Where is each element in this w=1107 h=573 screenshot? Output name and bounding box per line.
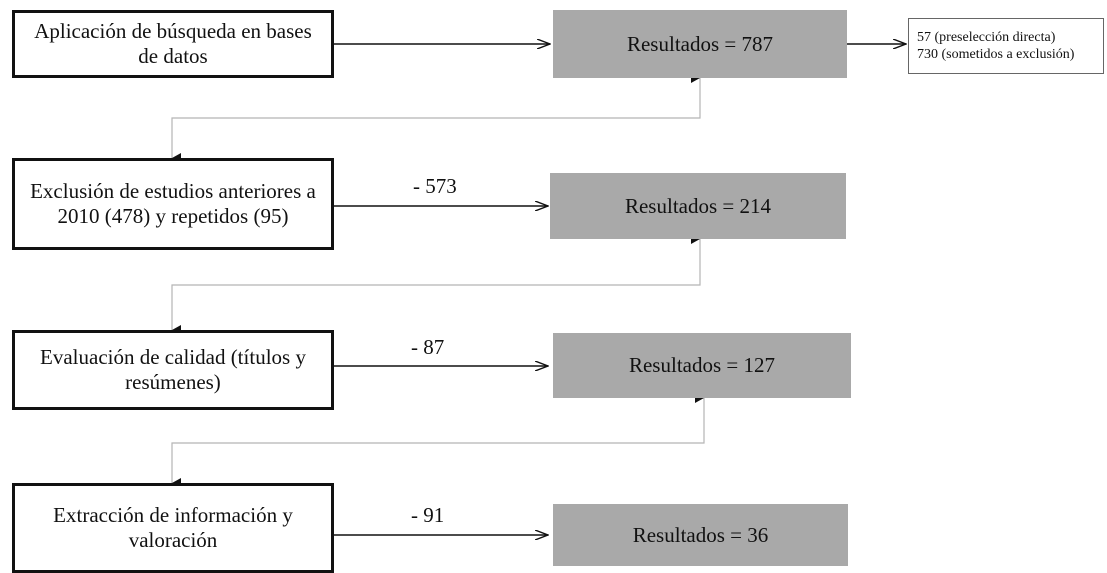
step-label: Exclusión de estudios anteriores a 2010 … xyxy=(30,179,316,228)
loop-result2-to-step3 xyxy=(171,234,701,335)
result-box-36: Resultados = 36 xyxy=(553,504,848,566)
note-line-1: 57 (preselección directa) xyxy=(917,30,1056,45)
loop-result1-to-step2 xyxy=(171,73,701,163)
result-box-787: Resultados = 787 xyxy=(553,10,847,78)
step-label: Evaluación de calidad (títulos y resúmen… xyxy=(40,345,306,394)
loop-result3-to-step4 xyxy=(171,393,705,488)
step-quality-evaluation: Evaluación de calidad (títulos y resúmen… xyxy=(12,330,334,410)
result-box-127: Resultados = 127 xyxy=(553,333,851,398)
result-box-214: Resultados = 214 xyxy=(550,173,846,239)
step-exclusion: Exclusión de estudios anteriores a 2010 … xyxy=(12,158,334,250)
step-label: Aplicación de búsqueda en bases de datos xyxy=(34,19,312,68)
removed-count: - 91 xyxy=(411,503,445,527)
result-label: Resultados = 787 xyxy=(626,31,773,56)
note-box: 57 (preselección directa) 730 (sometidos… xyxy=(908,18,1104,74)
note-line-2: 730 (sometidos a exclusión) xyxy=(917,47,1075,62)
step-information-extraction: Extracción de información y valoración xyxy=(12,483,334,573)
result-label: Resultados = 214 xyxy=(624,193,771,218)
step-search-databases: Aplicación de búsqueda en bases de datos xyxy=(12,10,334,78)
result-label: Resultados = 36 xyxy=(632,522,769,547)
removed-count: - 573 xyxy=(413,174,457,198)
result-label: Resultados = 127 xyxy=(628,353,775,377)
step-label: Extracción de información y valoración xyxy=(53,503,293,552)
removed-count: - 87 xyxy=(411,335,445,359)
